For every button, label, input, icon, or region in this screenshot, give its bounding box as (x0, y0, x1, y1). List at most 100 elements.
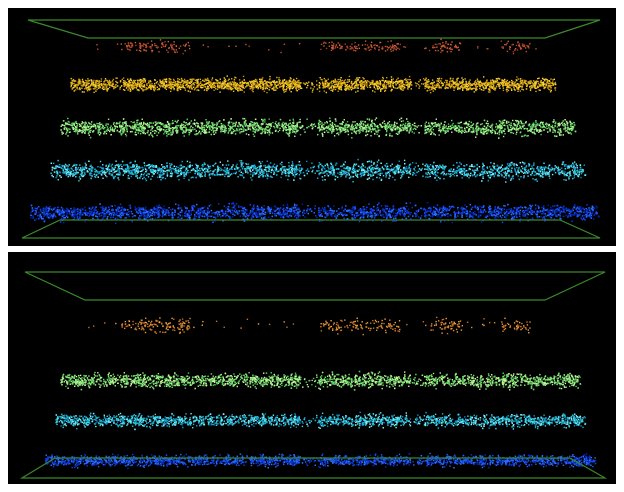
point (366, 131, 367, 132)
point (378, 86, 379, 87)
point (144, 89, 145, 90)
point (425, 79, 426, 80)
point (221, 87, 222, 88)
point (137, 80, 138, 81)
point (477, 81, 478, 82)
point (464, 132, 465, 133)
point (527, 46, 528, 47)
point (188, 45, 189, 46)
point (213, 130, 214, 131)
point (445, 41, 446, 42)
point (239, 83, 240, 84)
point (512, 83, 513, 84)
point (535, 48, 536, 49)
point (397, 48, 398, 49)
point (308, 82, 309, 83)
point (258, 129, 259, 130)
point (532, 132, 533, 133)
point (272, 84, 273, 85)
point (461, 85, 462, 86)
point (370, 49, 371, 50)
point (391, 79, 392, 80)
point (306, 87, 307, 88)
point (435, 44, 436, 45)
point (515, 48, 516, 49)
point (180, 84, 181, 85)
point (464, 123, 465, 124)
point (277, 127, 278, 128)
point (426, 82, 427, 83)
point (270, 85, 271, 86)
point (335, 79, 336, 80)
point (513, 53, 514, 54)
point (509, 87, 510, 88)
point (286, 123, 287, 124)
point (138, 128, 139, 129)
point (355, 81, 356, 82)
point (393, 48, 394, 49)
point (552, 126, 553, 127)
point (397, 44, 398, 45)
point (121, 49, 122, 50)
point (151, 87, 152, 88)
point (437, 78, 438, 79)
point (145, 89, 146, 90)
point (227, 75, 228, 76)
point (201, 87, 202, 88)
point (307, 85, 308, 86)
point (515, 86, 516, 87)
point (253, 134, 254, 135)
point (281, 83, 282, 84)
point (354, 128, 355, 129)
point (173, 44, 174, 45)
point (323, 45, 324, 46)
point (214, 124, 215, 125)
point (403, 84, 404, 85)
point (152, 85, 153, 86)
point (289, 84, 290, 85)
point (139, 50, 140, 51)
point (167, 52, 168, 53)
point (279, 82, 280, 83)
point (250, 88, 251, 89)
point (547, 123, 548, 124)
point (486, 80, 487, 81)
point (345, 49, 346, 50)
point (191, 81, 192, 82)
point (448, 44, 449, 45)
point (140, 83, 141, 84)
point (213, 132, 214, 133)
point (499, 134, 500, 135)
point (143, 49, 144, 50)
point (110, 125, 111, 126)
point (164, 79, 165, 80)
point (74, 90, 75, 91)
point (328, 79, 329, 80)
point (187, 83, 188, 84)
point (360, 129, 361, 130)
point (426, 81, 427, 82)
point (200, 133, 201, 134)
point (340, 85, 341, 86)
point (357, 48, 358, 49)
point (430, 131, 431, 132)
point (400, 124, 401, 125)
point (329, 46, 330, 47)
point (227, 83, 228, 84)
point (466, 88, 467, 89)
point (506, 44, 507, 45)
point (252, 81, 253, 82)
point (293, 79, 294, 80)
point (383, 86, 384, 87)
point (235, 126, 236, 127)
point (555, 89, 556, 90)
point (542, 127, 543, 128)
point (482, 83, 483, 84)
point (160, 82, 161, 83)
point (357, 125, 358, 126)
point (407, 129, 408, 130)
point (489, 91, 490, 92)
point (154, 45, 155, 46)
point (293, 83, 294, 84)
point (229, 87, 230, 88)
